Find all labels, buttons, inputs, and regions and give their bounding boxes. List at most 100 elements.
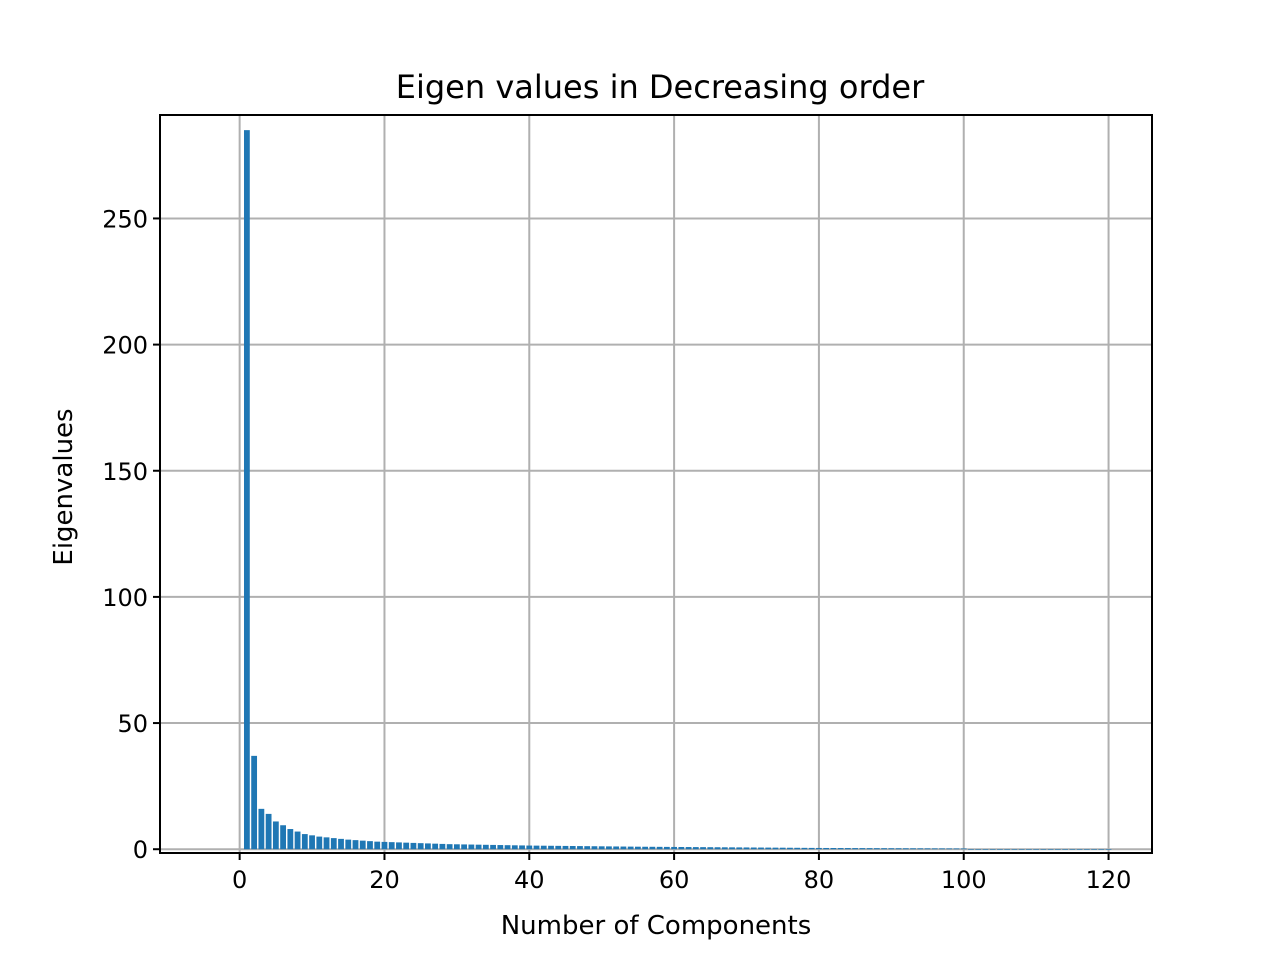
bar-component-21	[388, 842, 395, 850]
bar-component-23	[403, 842, 410, 850]
bar-component-24	[410, 842, 417, 850]
bar-component-46	[569, 846, 576, 850]
axis-ticks: 0 20 40 60 80 100 120 0 50 100 150 200 250	[102, 205, 1131, 894]
bar-component-74	[772, 847, 779, 850]
bar-component-50	[598, 846, 605, 850]
bar-component-11	[316, 836, 323, 850]
bar-component-5	[272, 821, 279, 850]
bar-component-17	[359, 840, 366, 850]
bar-component-97	[939, 848, 945, 850]
bar-component-119	[1098, 849, 1105, 850]
y-tick-label: 200	[102, 332, 148, 360]
bar-component-92	[902, 848, 909, 850]
bar-component-120	[1105, 849, 1112, 850]
plot-frame	[159, 114, 1153, 854]
bar-component-27	[432, 843, 439, 850]
y-tick-label: 100	[102, 584, 148, 612]
bar-component-83	[837, 848, 844, 850]
bar-component-84	[844, 848, 851, 850]
bar-component-87	[866, 848, 873, 850]
bar-component-85	[852, 848, 859, 850]
bar-component-110	[1033, 849, 1040, 850]
x-tick-label: 40	[514, 866, 545, 894]
bar-component-101	[968, 849, 974, 850]
bar-component-40	[526, 845, 533, 850]
bar-component-82	[830, 848, 837, 850]
chart-title: Eigen values in Decreasing order	[396, 68, 925, 106]
x-tick-label: 100	[941, 866, 987, 894]
bar-component-114	[1062, 849, 1069, 850]
bar-component-15	[345, 839, 352, 850]
bar-component-19	[374, 841, 381, 850]
bar-component-118	[1091, 849, 1097, 850]
bar-component-13	[330, 838, 337, 850]
bar-component-70	[743, 847, 750, 850]
bar-component-58	[656, 846, 663, 850]
bar-component-112	[1047, 849, 1054, 850]
bar-component-12	[323, 837, 330, 850]
bar-component-41	[533, 845, 540, 850]
bar-component-65	[707, 847, 714, 850]
bar-component-88	[873, 848, 880, 850]
bar-component-75	[779, 847, 786, 850]
y-tick-label: 150	[102, 458, 148, 486]
bar-component-20	[381, 841, 388, 850]
bar-component-63	[692, 847, 699, 850]
bar-component-4	[265, 813, 272, 850]
bar-component-14	[338, 838, 344, 850]
y-tick-label: 250	[102, 205, 148, 233]
bar-component-68	[729, 847, 735, 850]
bar-component-9	[301, 834, 308, 850]
bar-component-3	[258, 808, 265, 850]
bar-component-76	[787, 847, 793, 850]
bar-component-62	[685, 847, 692, 850]
bar-component-56	[642, 846, 649, 850]
bar-component-107	[1011, 849, 1018, 850]
bar-component-55	[635, 846, 641, 850]
bar-component-47	[577, 846, 583, 850]
bar-component-78	[801, 847, 808, 850]
x-tick-label: 0	[232, 866, 247, 894]
bar-component-67	[721, 847, 728, 850]
bar-component-54	[627, 846, 634, 850]
bar-component-80	[816, 847, 822, 850]
y-axis-label: Eigenvalues	[49, 408, 79, 565]
bar-component-38	[511, 845, 518, 850]
bar-component-61	[678, 846, 685, 850]
bar-component-89	[881, 848, 887, 850]
x-tick-label: 20	[369, 866, 400, 894]
bar-component-96	[931, 848, 938, 850]
bar-component-117	[1083, 849, 1090, 850]
bar-component-108	[1018, 849, 1025, 850]
bar-component-51	[606, 846, 612, 850]
bar-component-77	[794, 847, 801, 850]
bar-component-25	[417, 843, 424, 850]
bar-component-81	[823, 847, 830, 850]
bar-component-34	[482, 844, 489, 850]
bar-component-105	[997, 849, 1003, 850]
bar-component-31	[461, 844, 468, 850]
bar-component-99	[953, 848, 960, 850]
bar-component-94	[917, 848, 924, 850]
y-tick-label: 0	[133, 836, 148, 864]
bar-component-52	[613, 846, 620, 850]
bar-component-106	[1004, 849, 1011, 850]
bar-component-8	[294, 831, 301, 850]
x-tick-label: 80	[804, 866, 835, 894]
bar-component-42	[540, 845, 547, 850]
bar-component-100	[960, 848, 967, 850]
bar-component-115	[1069, 849, 1076, 850]
bar-component-2	[251, 755, 258, 850]
bar-component-35	[490, 844, 496, 850]
bar-component-43	[548, 845, 554, 850]
bar-component-53	[620, 846, 627, 850]
bar-component-29	[446, 844, 453, 850]
bar-component-91	[895, 848, 902, 850]
bar-component-6	[280, 825, 286, 850]
bar-component-45	[562, 845, 569, 850]
bar-component-116	[1076, 849, 1083, 850]
bar-component-37	[504, 845, 511, 850]
bar-component-86	[859, 848, 866, 850]
bar-component-49	[591, 846, 598, 850]
